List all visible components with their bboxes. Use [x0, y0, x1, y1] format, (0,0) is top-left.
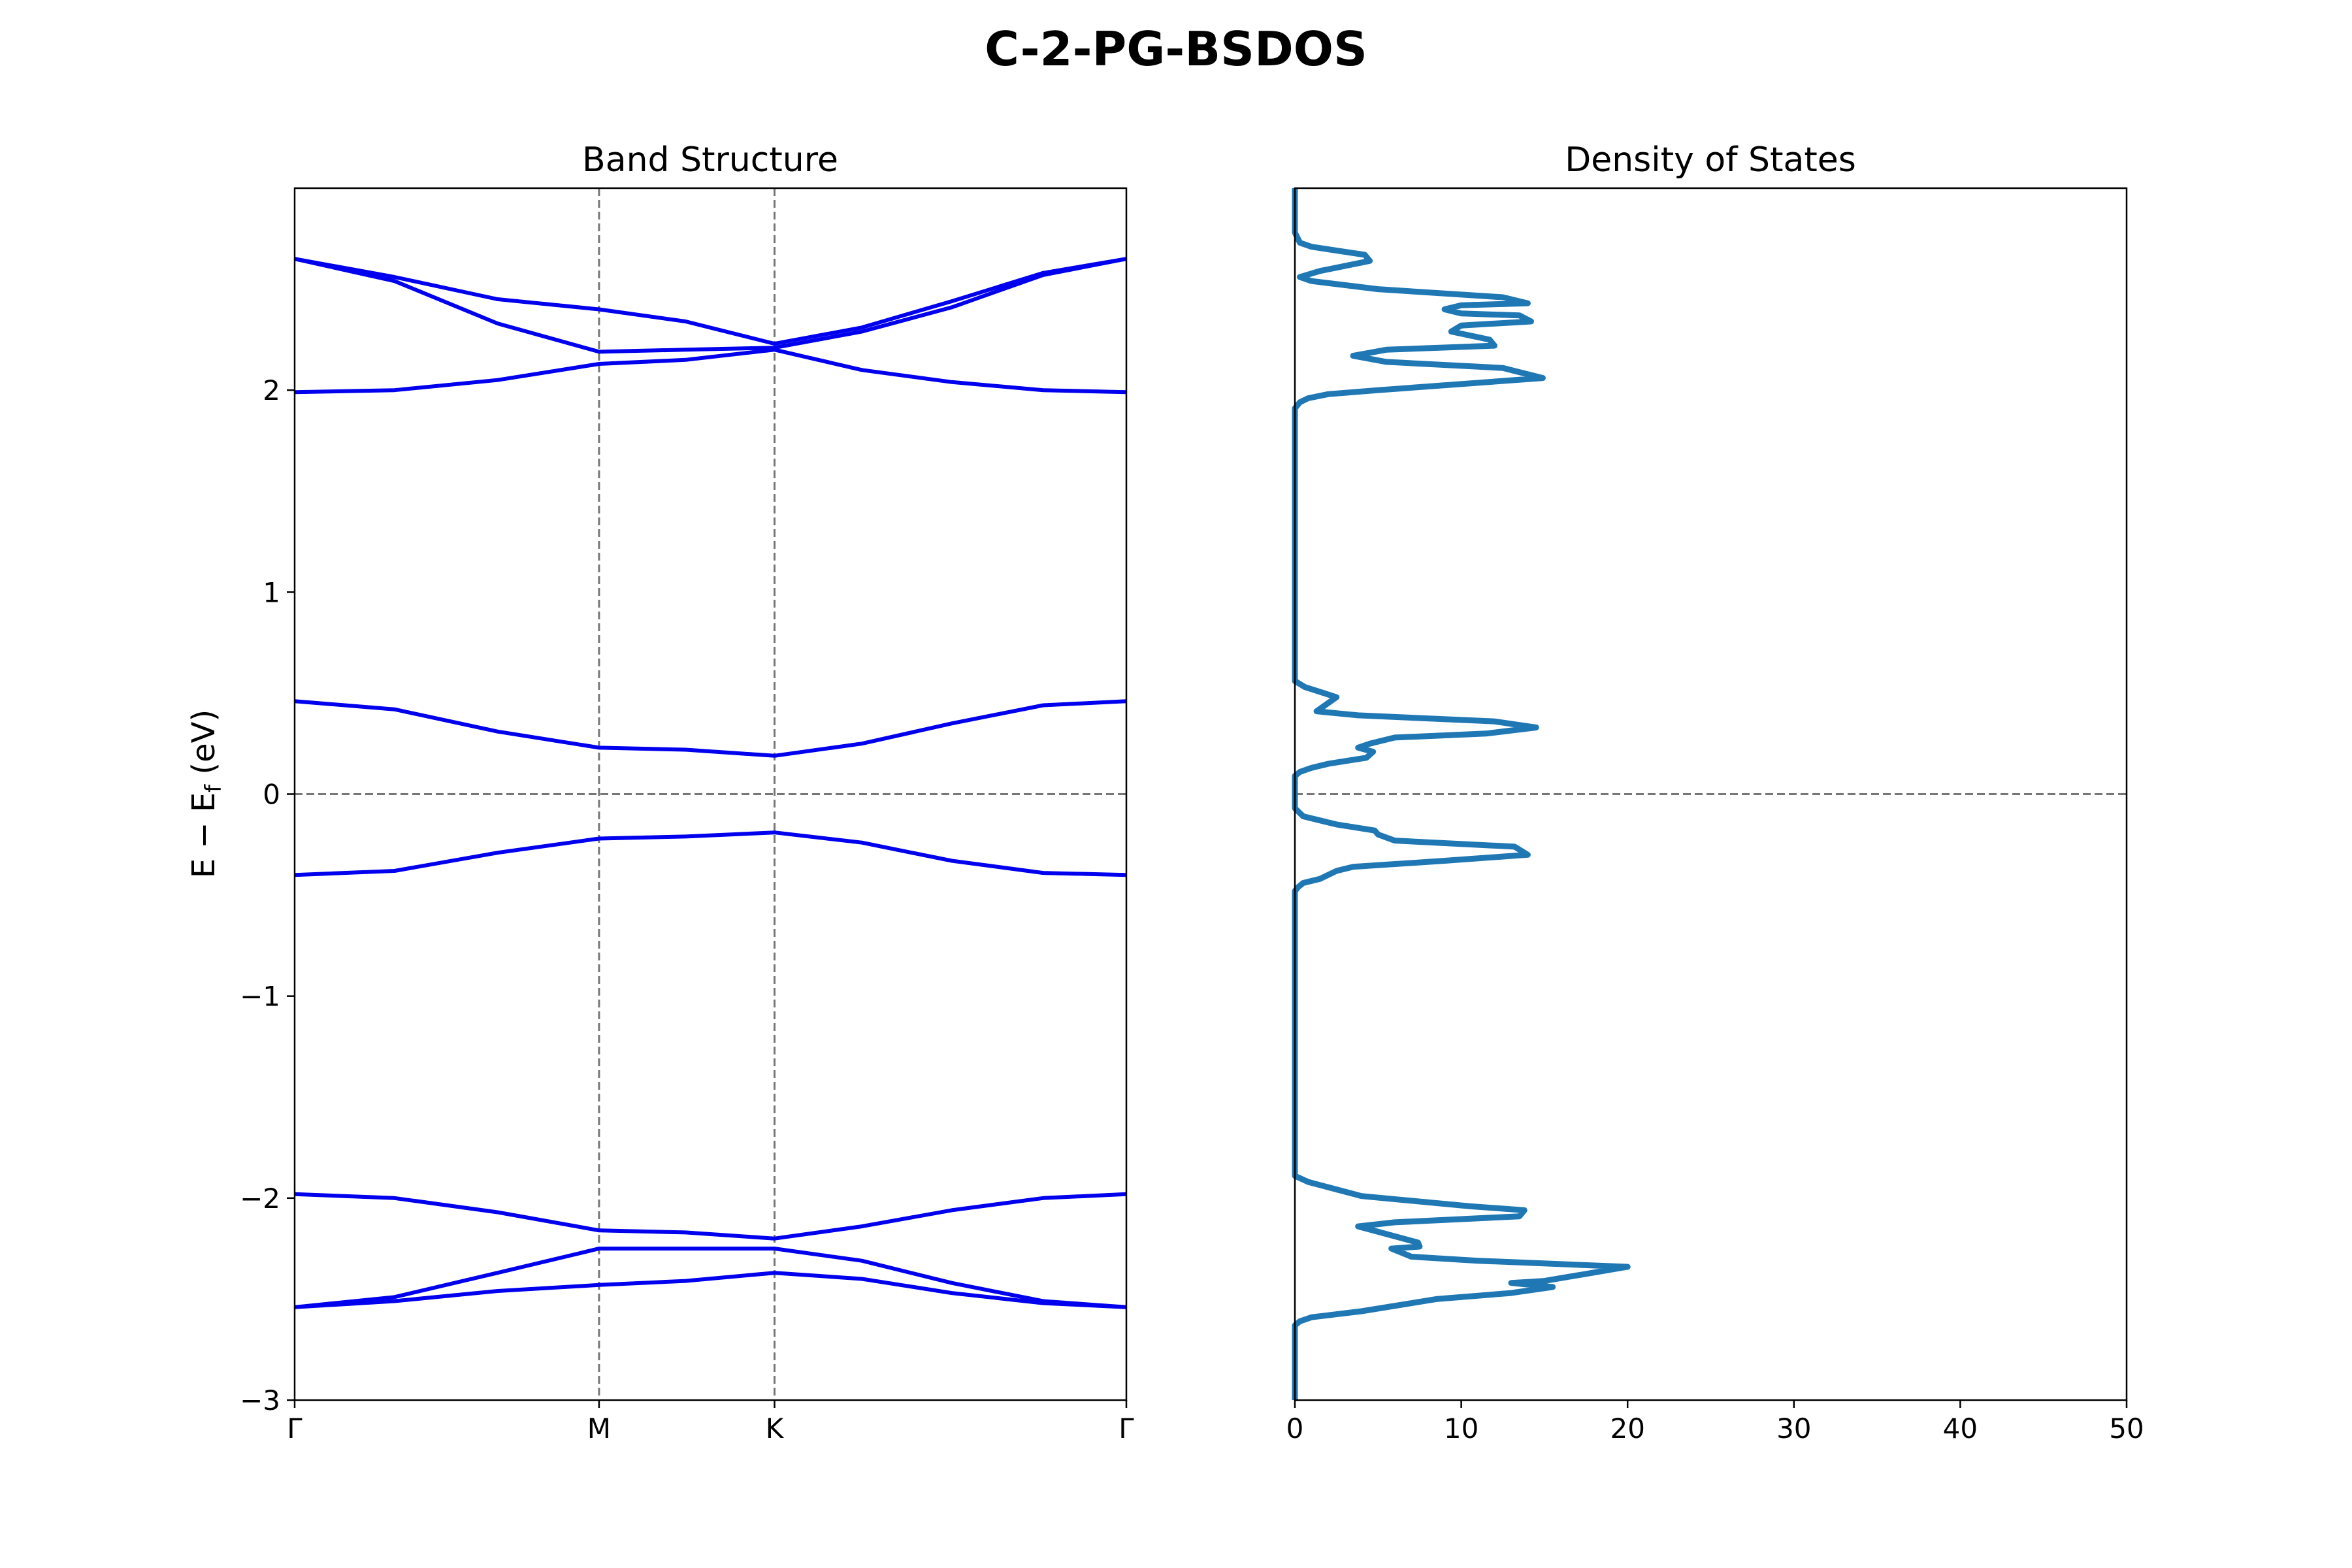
dos-panel: Density of States 0 10 20 30 40 50 [1286, 140, 2144, 1445]
x-tick-label: 20 [1610, 1413, 1644, 1445]
k-point-label: Γ [287, 1413, 302, 1445]
dos-curve [1292, 188, 1631, 1400]
band-line [294, 1271, 1127, 1309]
band-lines [294, 257, 1127, 1309]
y-tick-label: −1 [240, 981, 280, 1013]
x-tick-label: 10 [1444, 1413, 1478, 1445]
dos-frame [1294, 187, 2128, 1401]
dos-x-ticks: 0 10 20 30 40 50 [1286, 1400, 2144, 1445]
y-tick-label: 0 [263, 779, 280, 811]
x-tick-label: 50 [2109, 1413, 2144, 1445]
y-tick-label: 1 [263, 576, 280, 608]
band-structure-title: Band Structure [582, 140, 838, 180]
x-tick-label: 30 [1776, 1413, 1811, 1445]
band-structure-guides [295, 188, 1126, 1400]
y-label-main: E − E [186, 792, 222, 878]
y-label-subscript: f [201, 784, 227, 792]
band-line [294, 699, 1127, 758]
band-structure-y-ticks: −3 −2 −1 0 1 2 [240, 374, 295, 1416]
x-tick-label: 0 [1286, 1413, 1304, 1445]
band-line [294, 1192, 1127, 1241]
k-point-label: M [587, 1413, 611, 1445]
band-line [294, 257, 1127, 346]
k-point-label: Γ [1119, 1413, 1134, 1445]
band-line [294, 348, 1127, 395]
y-tick-label: −3 [240, 1384, 280, 1416]
band-structure-panel: Band Structure −3 −2 −1 0 1 2 Γ M K Γ E − Ef (eV… [186, 140, 1134, 1445]
k-point-label: K [766, 1413, 785, 1445]
band-structure-y-axis-label: E − Ef (eV) [186, 710, 227, 878]
dos-line [1292, 188, 1631, 1400]
band-line [294, 1247, 1127, 1309]
x-tick-label: 40 [1943, 1413, 1978, 1445]
y-label-unit: (eV) [186, 710, 222, 785]
band-line [294, 257, 1127, 354]
y-tick-label: −2 [240, 1183, 280, 1215]
figure-title: C-2-PG-BSDOS [985, 22, 1367, 76]
y-tick-label: 2 [263, 374, 280, 406]
band-line [294, 830, 1127, 877]
dos-title: Density of States [1565, 140, 1856, 180]
